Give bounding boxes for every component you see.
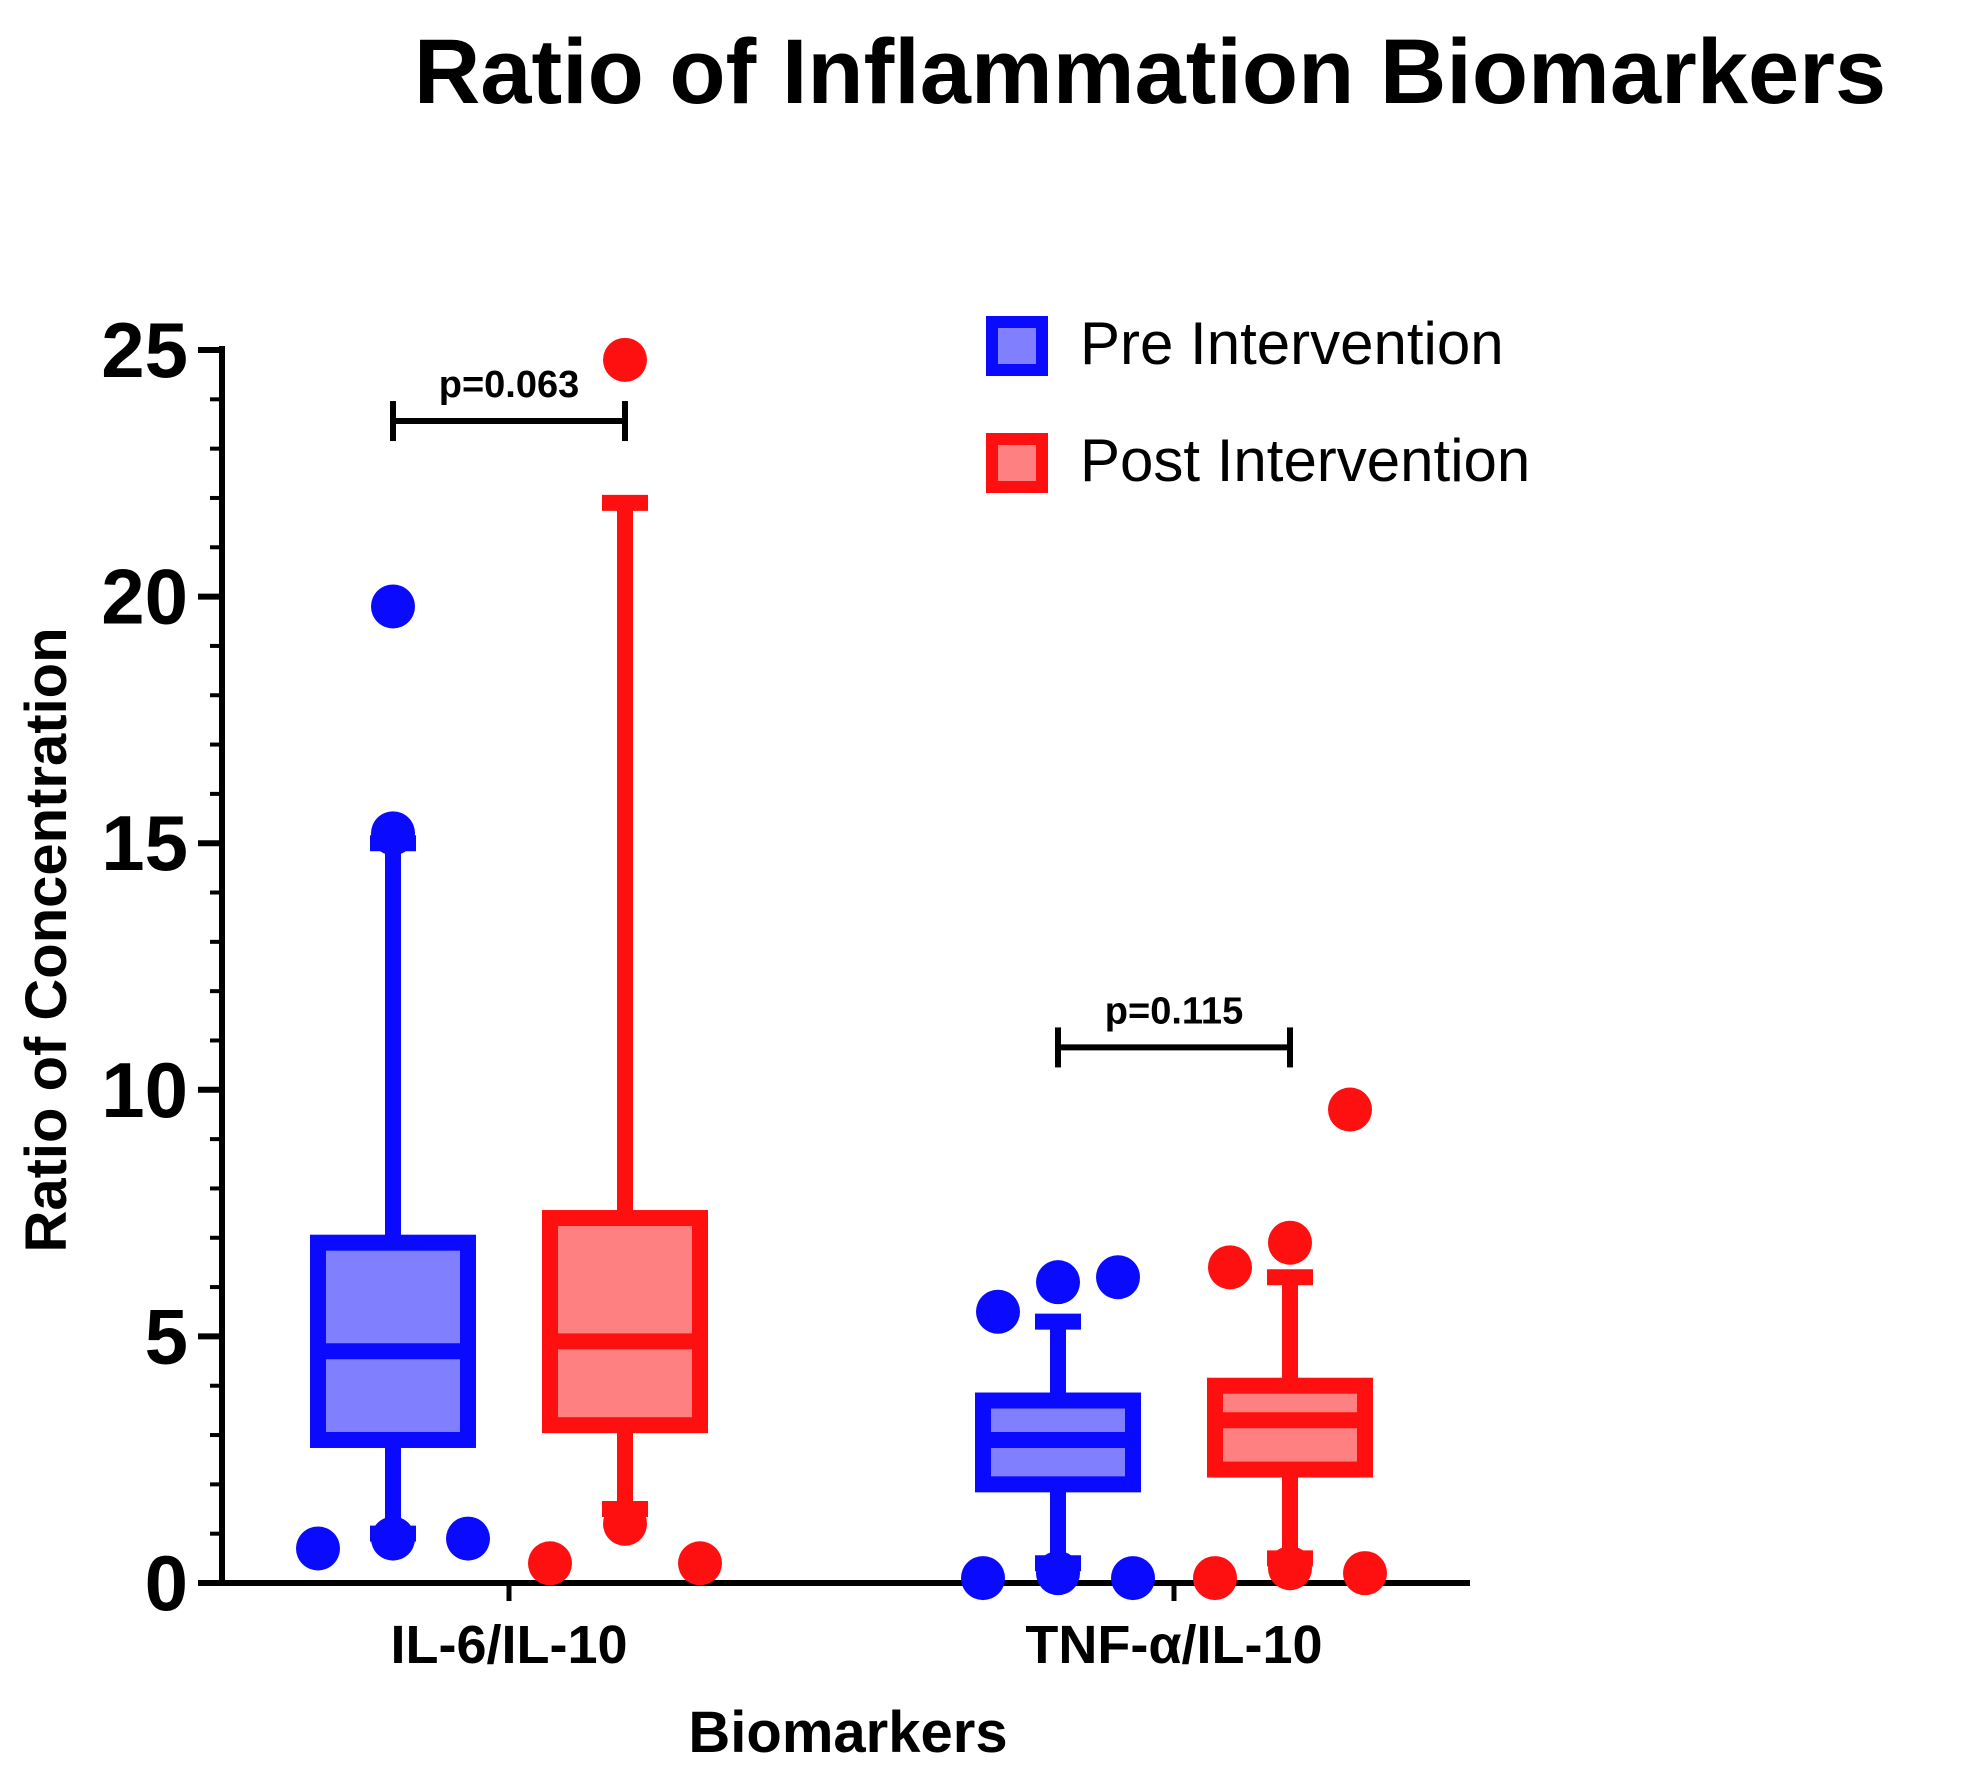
outlier-point [1268, 1546, 1312, 1591]
outlier-point [1343, 1551, 1387, 1596]
significance-bracket-1: p=0.063 [390, 364, 628, 442]
outlier-point [1036, 1260, 1080, 1305]
legend-swatch [986, 433, 1048, 493]
outlier-point [371, 584, 415, 629]
p-value-label: p=0.115 [1105, 990, 1243, 1032]
outlier-point [1268, 1220, 1312, 1265]
outlier-point [371, 1516, 415, 1561]
outlier-point [1208, 1245, 1252, 1290]
y-tick-label: 15 [101, 799, 188, 887]
outlier-point [528, 1541, 572, 1586]
x-axis-label: Biomarkers [688, 1700, 1007, 1765]
legend: Pre Intervention Post Intervention [986, 310, 1530, 494]
outlier-point [678, 1541, 722, 1586]
outlier-point [1193, 1556, 1237, 1601]
legend-item-1: Pre Intervention [986, 310, 1504, 377]
box-iqr [542, 1210, 708, 1434]
x-tick-label: IL-6/IL-10 [390, 1615, 627, 1675]
outlier-point [1036, 1551, 1080, 1596]
significance-bracket-2: p=0.115 [1055, 990, 1293, 1068]
outlier-point [1096, 1255, 1140, 1300]
legend-swatch [986, 316, 1048, 376]
y-tick-label: 5 [145, 1292, 188, 1380]
outlier-point [976, 1289, 1020, 1334]
outlier-point [603, 1501, 647, 1546]
outlier-point [371, 811, 415, 856]
legend-item-2: Post Intervention [986, 427, 1530, 494]
outlier-point [296, 1526, 340, 1571]
y-tick-label: 25 [101, 306, 188, 394]
y-axis-label: Ratio of Concentration [14, 627, 79, 1252]
legend-label: Post Intervention [1080, 427, 1530, 494]
outlier-point [1328, 1087, 1372, 1132]
legend-label: Pre Intervention [1080, 310, 1504, 377]
box-pre-2 [961, 1255, 1155, 1601]
box-iqr [310, 1234, 476, 1448]
box-pre-1 [296, 584, 490, 1571]
y-tick-label: 0 [145, 1539, 188, 1627]
plot-area: p=0.063 p=0.115 [296, 337, 1387, 1601]
y-tick-label: 10 [101, 1046, 188, 1134]
p-value-label: p=0.063 [439, 364, 580, 406]
x-tick-label: TNF-α/IL-10 [1025, 1615, 1322, 1675]
chart-title: Ratio of Inflammation Biomarkers [413, 21, 1887, 123]
y-tick-label: 20 [101, 553, 188, 641]
axes: 0 5 10 15 20 25 IL-6/IL-10 TNF-α/IL-10 [101, 306, 1470, 1675]
box-post-2 [1193, 1087, 1387, 1601]
outlier-point [446, 1516, 490, 1561]
outlier-point [603, 337, 647, 382]
box-post-1 [528, 337, 722, 1586]
outlier-point [961, 1556, 1005, 1601]
outlier-point [1111, 1556, 1155, 1601]
